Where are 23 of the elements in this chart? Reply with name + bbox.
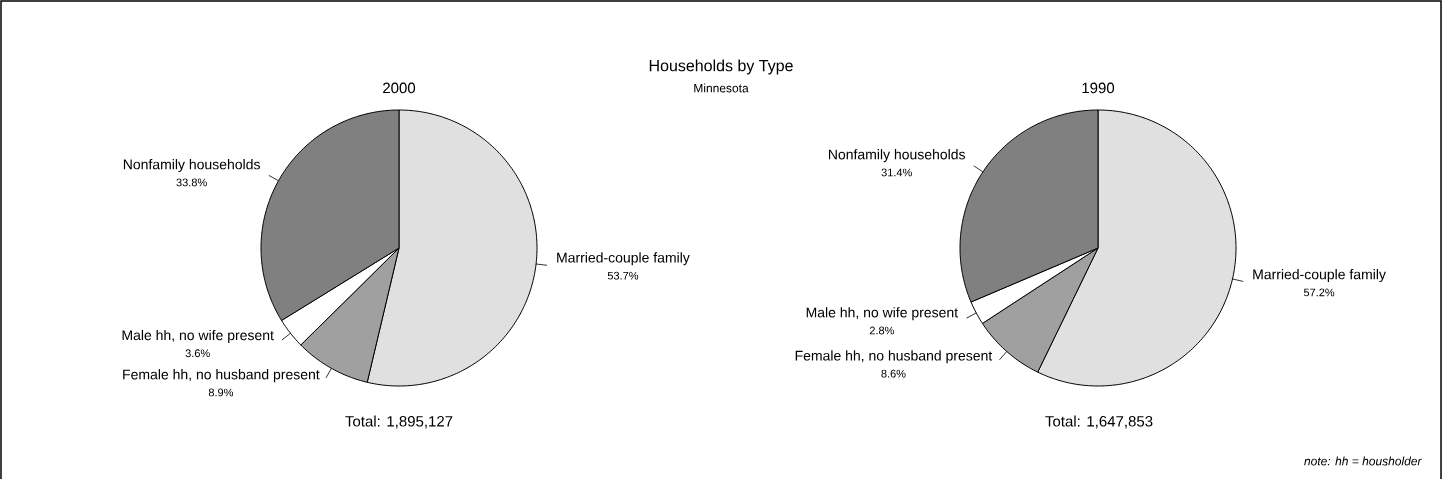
data-label: 31.4% bbox=[881, 168, 912, 177]
slice-label: Married-couple family bbox=[557, 252, 690, 266]
slice-label: Nonfamily households bbox=[123, 159, 260, 173]
text: Minnesota bbox=[694, 83, 749, 93]
text: Total: 1,895,127 bbox=[345, 415, 453, 429]
data-label: 8.6% bbox=[881, 369, 906, 378]
slice-label: Female hh, no husband present bbox=[795, 350, 993, 364]
data-label: 8.9% bbox=[208, 388, 234, 397]
data-label: 57.2% bbox=[1303, 288, 1335, 297]
slice-label: Male hh, no wife present bbox=[806, 307, 958, 321]
slice-label: Female hh, no husband present bbox=[123, 369, 320, 383]
data-label: 2.8% bbox=[869, 326, 894, 335]
text: Total: 1,647,853 bbox=[1045, 415, 1153, 429]
data-label: 33.8% bbox=[176, 178, 207, 187]
chart-title: 2000 bbox=[383, 82, 416, 94]
text: Households by Type bbox=[649, 59, 793, 75]
slice-label: Male hh, no wife present bbox=[122, 329, 274, 343]
chart-title: 1990 bbox=[1082, 82, 1115, 94]
slice-label: Married-couple family bbox=[1253, 269, 1386, 283]
slice-label: Nonfamily households bbox=[828, 149, 966, 163]
data-label: 53.7% bbox=[607, 271, 639, 280]
text: note: hh = housholder bbox=[1304, 456, 1422, 466]
data-label: 3.6% bbox=[185, 349, 210, 358]
